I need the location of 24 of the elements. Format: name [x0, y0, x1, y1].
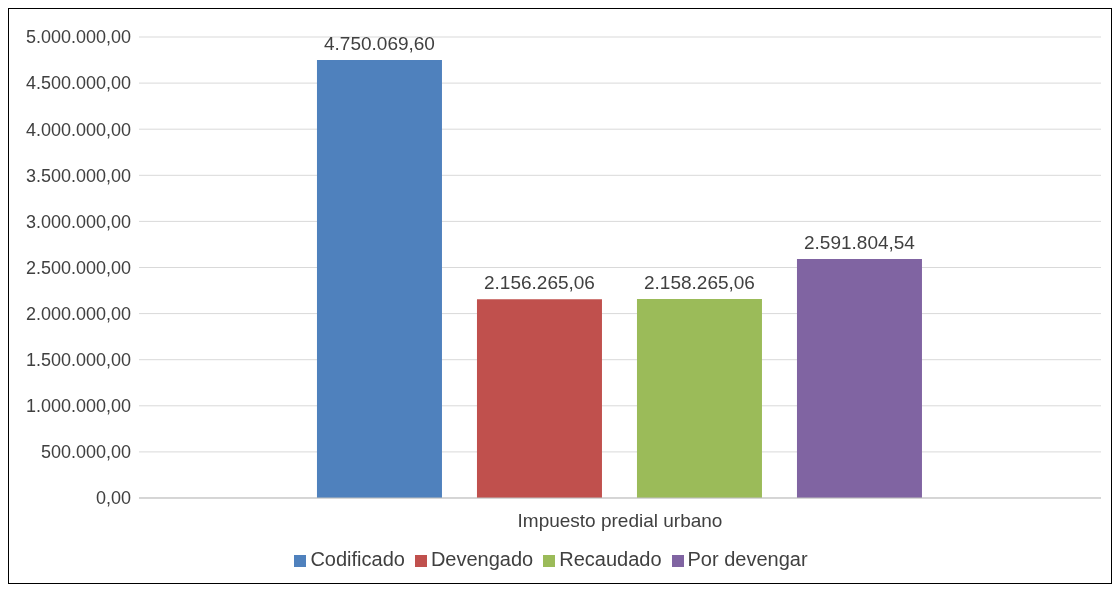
legend-label: Codificado: [310, 548, 405, 570]
bar: [636, 299, 762, 498]
y-tick-label: 0,00: [95, 488, 131, 509]
y-tick-label: 5.000.000,00: [25, 27, 131, 48]
y-tick-label: 3.000.000,00: [25, 211, 131, 232]
y-tick-label: 2.000.000,00: [25, 303, 131, 324]
data-label: 4.750.069,60: [323, 33, 435, 55]
y-tick-label: 4.000.000,00: [25, 119, 131, 140]
bar: [796, 259, 922, 498]
x-tick-label: Impuesto predial urbano: [517, 510, 723, 532]
data-label: 2.591.804,54: [803, 232, 916, 254]
bar: [476, 299, 602, 498]
y-tick-label: 2.500.000,00: [25, 257, 131, 278]
y-tick-label: 3.500.000,00: [25, 165, 131, 186]
y-tick-label: 500.000,00: [40, 442, 131, 463]
data-label: 2.158.265,06: [643, 272, 755, 294]
bar: [316, 60, 442, 498]
legend-label: Devengado: [430, 548, 534, 570]
y-tick-label: 1.500.000,00: [25, 350, 131, 371]
legend-label: Por devengar: [687, 548, 808, 570]
legend-label: Recaudado: [559, 548, 662, 570]
y-tick-label: 4.500.000,00: [25, 73, 131, 94]
data-label: 2.156.265,06: [483, 272, 595, 294]
y-tick-label: 1.000.000,00: [25, 396, 131, 417]
